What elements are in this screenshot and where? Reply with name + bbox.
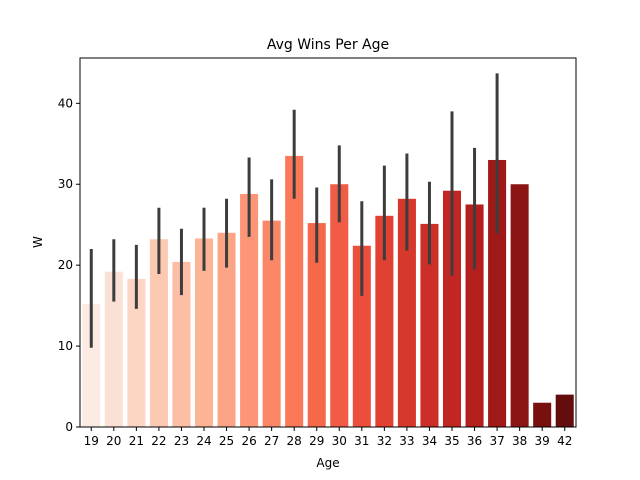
x-tick-label: 25 (219, 434, 234, 448)
y-tick-label: 0 (65, 420, 73, 434)
x-tick-label: 35 (444, 434, 459, 448)
y-tick-label: 20 (58, 258, 73, 272)
x-tick-label: 27 (264, 434, 279, 448)
bar-29 (307, 223, 326, 427)
bar-24 (194, 238, 214, 427)
bar-36 (465, 204, 484, 427)
plot-frame (79, 57, 577, 428)
x-tick-label: 32 (377, 434, 392, 448)
bar-34 (420, 223, 439, 427)
x-tick-label: 31 (354, 434, 369, 448)
bar-32 (375, 215, 394, 427)
x-tick-label: 42 (557, 434, 572, 448)
bar-31 (352, 245, 371, 427)
error-bars-group (89, 73, 499, 348)
x-axis-label: Age (316, 456, 339, 470)
bar-42 (555, 394, 574, 427)
bar-23 (172, 261, 191, 427)
x-tick-label: 21 (129, 434, 144, 448)
x-tick-label: 20 (106, 434, 121, 448)
bar-26 (240, 193, 259, 427)
x-tick-label: 37 (489, 434, 504, 448)
x-tick-label: 23 (174, 434, 189, 448)
x-tick-label: 28 (287, 434, 302, 448)
x-tick-label: 34 (422, 434, 437, 448)
bar-22 (149, 239, 168, 427)
x-tick-label: 26 (241, 434, 256, 448)
x-tick-label: 39 (535, 434, 550, 448)
bar-28 (285, 155, 304, 427)
bar-39 (533, 402, 552, 427)
y-tick-label: 10 (58, 339, 73, 353)
bar-33 (397, 198, 416, 427)
x-tick-label: 33 (399, 434, 414, 448)
y-axis: 0 10 20 30 40 (58, 96, 80, 434)
bar-35 (442, 190, 462, 427)
chart-title: Avg Wins Per Age (267, 37, 389, 53)
x-tick-label: 29 (309, 434, 324, 448)
x-tick-label: 36 (467, 434, 482, 448)
bar-25 (217, 232, 236, 427)
y-tick-label: 40 (58, 96, 73, 110)
x-tick-label: 38 (512, 434, 527, 448)
x-tick-label: 19 (84, 434, 99, 448)
bars-group (82, 155, 574, 428)
bar-37 (488, 159, 507, 428)
x-tick-label: 24 (196, 434, 211, 448)
x-tick-label: 22 (151, 434, 166, 448)
bar-38 (510, 184, 529, 427)
bar-19 (82, 304, 101, 427)
x-tick-label: 30 (332, 434, 347, 448)
bar-21 (127, 278, 146, 427)
y-axis-label: W (31, 236, 45, 248)
x-axis: 19 20 21 22 23 24 25 26 27 28 29 30 31 32 33 34 35 36 37 38… (84, 427, 572, 448)
bar-27 (262, 220, 281, 427)
bar-30 (330, 184, 349, 427)
bar-20 (104, 271, 123, 427)
y-tick-label: 30 (58, 177, 73, 191)
